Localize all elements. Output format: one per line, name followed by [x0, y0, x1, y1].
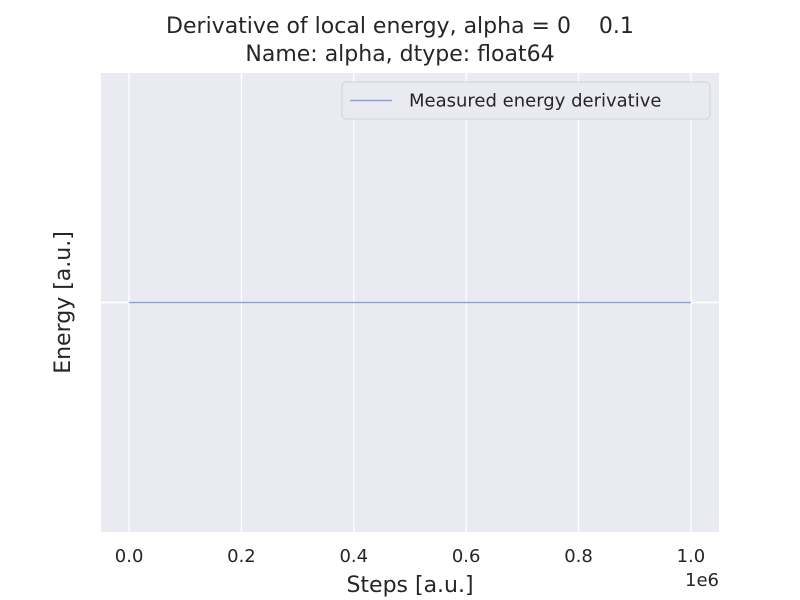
chart-title-line-2: Name: alpha, dtype: float64: [245, 42, 555, 67]
x-axis-label: Steps [a.u.]: [346, 573, 473, 598]
x-axis-ticks: 0.0 0.2 0.4 0.6 0.8 1.0: [115, 546, 705, 567]
legend: Measured energy derivative: [341, 81, 711, 120]
legend-label: Measured energy derivative: [409, 91, 661, 112]
x-axis-offset-label: 1e6: [685, 570, 719, 591]
x-tick-label: 0.8: [564, 546, 593, 567]
x-tick-label: 0.6: [452, 546, 481, 567]
x-tick-label: 0.4: [339, 546, 368, 567]
y-axis-label: Energy [a.u.]: [51, 231, 76, 374]
legend-box: [341, 81, 711, 120]
chart-title-line-1: Derivative of local energy, alpha = 0 0.…: [166, 14, 634, 39]
x-tick-label: 0.2: [227, 546, 256, 567]
x-tick-label: 1.0: [677, 546, 706, 567]
x-tick-label: 0.0: [115, 546, 144, 567]
